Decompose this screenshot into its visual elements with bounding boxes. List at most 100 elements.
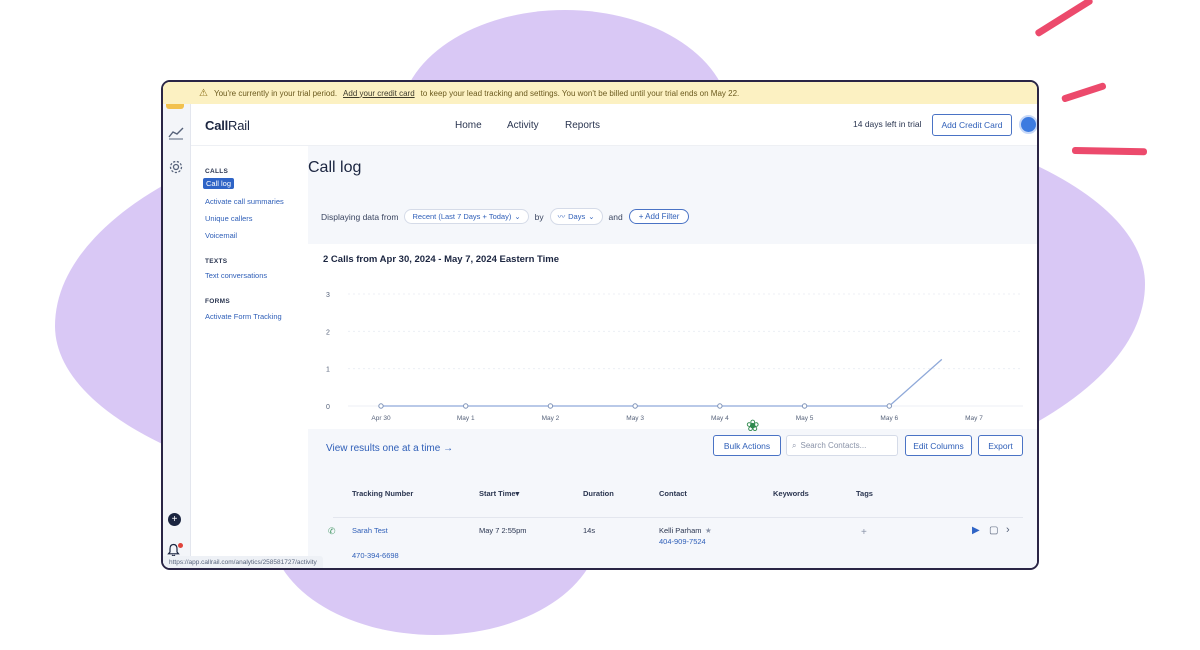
col-tracking-number[interactable]: Tracking Number — [352, 489, 414, 498]
x-tick-label: May 2 — [542, 415, 560, 422]
table-row[interactable]: ✆ Sarah Test 470-394-6698 May 7 2:55pm 1… — [308, 521, 1037, 568]
add-credit-card-link[interactable]: Add your credit card — [343, 88, 415, 98]
banner-text-after: to keep your lead tracking and settings.… — [420, 88, 740, 98]
x-tick-label: May 7 — [965, 415, 983, 422]
bulk-actions-button[interactable]: Bulk Actions — [713, 435, 781, 456]
date-range-value: Recent (Last 7 Days + Today) — [412, 212, 512, 221]
chevron-right-icon[interactable]: › — [1006, 524, 1010, 536]
start-time: May 7 2:55pm — [479, 526, 527, 535]
notification-bell-icon[interactable] — [167, 543, 183, 559]
add-tag-button[interactable]: + — [861, 527, 867, 538]
trial-days-left: 14 days left in trial — [853, 119, 922, 129]
user-avatar[interactable] — [1019, 115, 1037, 134]
table-header: Tracking Number Start Time▾ Duration Con… — [308, 486, 1037, 504]
date-range-select[interactable]: Recent (Last 7 Days + Today) ⌄ — [404, 209, 529, 224]
accent-stroke — [1060, 81, 1107, 103]
nav-reports[interactable]: Reports — [565, 120, 601, 131]
app-window: SP + ⚠ You're currently in your trial pe… — [161, 80, 1039, 570]
sidebar-heading-texts: TEXTS — [205, 258, 228, 265]
accent-stroke — [1071, 147, 1148, 156]
search-contacts-input[interactable]: ⌕ Search Contacts... — [786, 435, 898, 456]
star-icon[interactable]: ★ — [705, 526, 712, 535]
logo-call: Call — [205, 118, 229, 133]
x-tick-label: Apr 30 — [371, 415, 391, 422]
filter-by-label: by — [534, 211, 544, 222]
logo-rail: Rail — [228, 118, 250, 133]
col-keywords[interactable]: Keywords — [773, 489, 809, 498]
add-circle-icon[interactable]: + — [168, 513, 181, 526]
y-tick-label: 1 — [326, 367, 330, 374]
contact-name[interactable]: Kelli Parham — [659, 526, 702, 535]
add-filter-button[interactable]: + Add Filter — [628, 209, 690, 224]
data-point — [717, 403, 723, 409]
trial-banner: ⚠ You're currently in your trial period.… — [163, 82, 1037, 104]
filter-and-label: and — [608, 211, 623, 222]
edit-columns-button[interactable]: Edit Columns — [905, 435, 972, 456]
duration: 14s — [583, 526, 596, 535]
accent-stroke — [1034, 0, 1094, 38]
view-one-at-a-time-link[interactable]: View results one at a time → — [326, 443, 454, 454]
sidebar-item-call-log[interactable]: Call log — [203, 178, 235, 189]
data-point — [378, 403, 384, 409]
page-title: Call log — [308, 159, 362, 176]
x-tick-label: May 6 — [880, 415, 898, 422]
filter-bar: Displaying data from Recent (Last 7 Days… — [321, 208, 690, 225]
x-tick-label: May 1 — [457, 415, 475, 422]
y-tick-label: 2 — [326, 329, 330, 336]
x-tick-label: May 3 — [626, 415, 644, 422]
inbound-call-icon: ✆ — [328, 526, 336, 536]
data-point — [547, 403, 554, 409]
icon-rail: SP + — [163, 82, 191, 568]
sidebar-item-form-tracking[interactable]: Activate Form Tracking — [205, 312, 282, 321]
top-navigation: CallRail Home Activity Reports 14 days l… — [191, 104, 1037, 146]
mascot-sticker-icon: ❀ — [746, 418, 760, 435]
callrail-logo[interactable]: CallRail — [205, 118, 250, 133]
col-duration[interactable]: Duration — [583, 489, 614, 498]
main-content: Call log Displaying data from Recent (La… — [308, 146, 1037, 568]
nav-activity[interactable]: Activity — [507, 120, 539, 131]
contact-number[interactable]: 404-909-7524 — [659, 537, 706, 546]
data-point — [632, 403, 638, 409]
sidebar-heading-forms: FORMS — [205, 298, 230, 305]
data-point — [886, 403, 892, 409]
warning-icon: ⚠ — [199, 87, 208, 99]
sidebar-item-text-conversations[interactable]: Text conversations — [205, 271, 268, 280]
banner-text: You're currently in your trial period. — [213, 88, 338, 98]
col-contact[interactable]: Contact — [659, 489, 687, 498]
export-button[interactable]: Export — [978, 435, 1023, 456]
y-tick-label: 0 — [326, 404, 330, 411]
settings-gear-icon[interactable] — [167, 158, 185, 176]
chevron-down-icon: ⌄ — [514, 212, 521, 221]
col-tags[interactable]: Tags — [856, 489, 873, 498]
add-credit-card-button[interactable]: Add Credit Card — [932, 114, 1012, 136]
col-start-time[interactable]: Start Time▾ — [479, 489, 520, 498]
data-point — [801, 403, 808, 409]
x-tick-label: May 4 — [711, 415, 729, 422]
notification-dot — [178, 543, 183, 548]
chevron-down-icon: ⌄ — [588, 212, 595, 221]
nav-home[interactable]: Home — [455, 120, 482, 131]
calls-chart-panel: 2 Calls from Apr 30, 2024 - May 7, 2024 … — [308, 244, 1037, 429]
play-icon[interactable]: ▶ — [972, 525, 980, 536]
sidebar-item-voicemail[interactable]: Voicemail — [205, 231, 238, 240]
tracking-number[interactable]: 470-394-6698 — [352, 551, 399, 560]
table-divider — [333, 517, 1023, 518]
trend-icon: 〰 — [557, 212, 566, 221]
sidebar-item-call-summaries[interactable]: Activate call summaries — [205, 197, 284, 206]
calls-line-chart: 0 1 2 3 Apr 30 May 1 May 2 May 3 May 4 May 5 May 6… — [326, 292, 1023, 422]
chart-title: 2 Calls from Apr 30, 2024 - May 7, 2024 … — [323, 254, 560, 265]
y-tick-label: 3 — [326, 292, 330, 299]
search-icon: ⌕ — [792, 440, 797, 450]
granularity-value: Days — [568, 212, 586, 221]
activity-chart-icon[interactable] — [167, 124, 185, 142]
series-line — [381, 358, 943, 407]
sidebar-item-unique-callers[interactable]: Unique callers — [205, 214, 253, 223]
document-icon[interactable]: ▢ — [989, 525, 999, 536]
sidebar: CALLS Call log Activate call summaries U… — [191, 146, 308, 568]
granularity-select[interactable]: 〰 Days ⌄ — [549, 208, 603, 225]
x-tick-label: May 5 — [796, 415, 814, 422]
search-placeholder: Search Contacts... — [800, 441, 867, 450]
tracking-name[interactable]: Sarah Test — [352, 526, 388, 535]
data-point — [463, 403, 469, 409]
